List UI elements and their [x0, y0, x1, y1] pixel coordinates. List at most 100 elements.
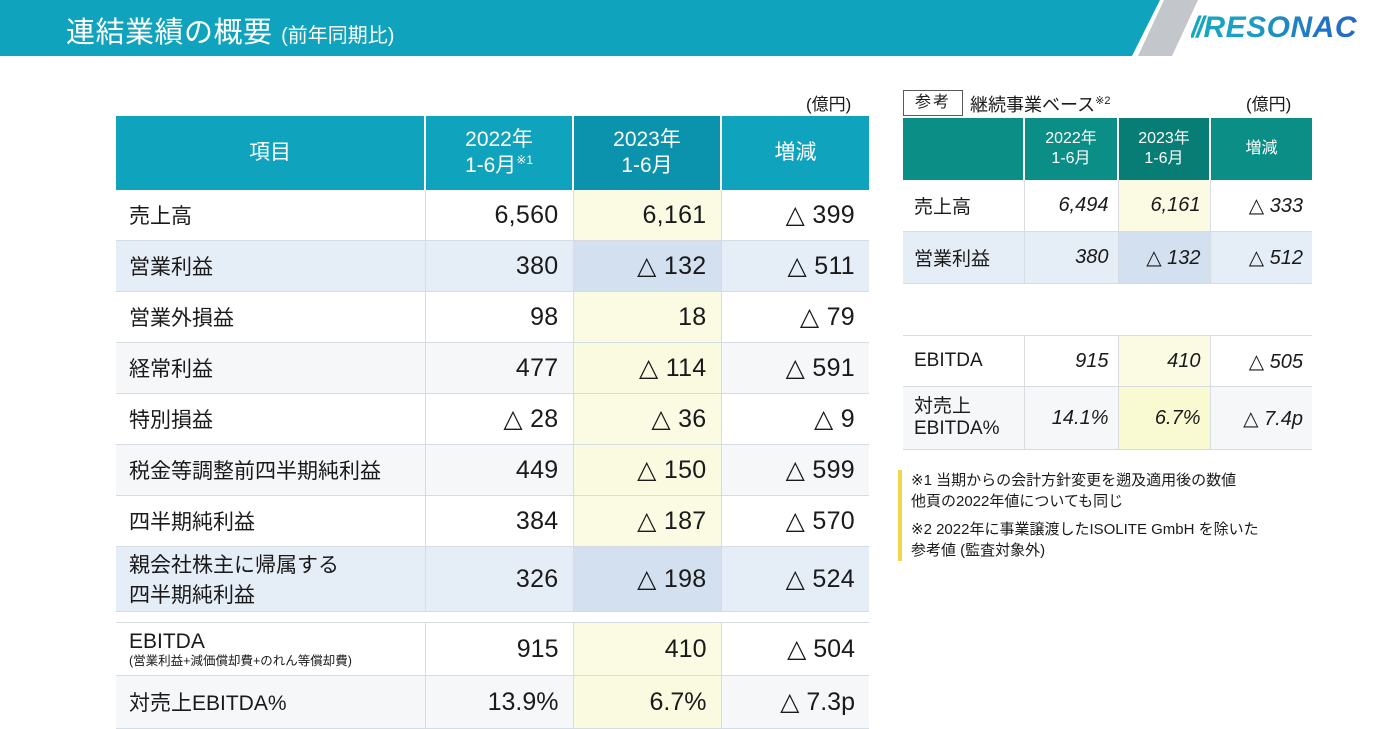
col-header-fy2022: 2022年 1-6月※1 [425, 116, 574, 190]
cell-fy2022: 477 [425, 342, 574, 394]
table-row: 売上高 6,494 6,161 △ 333 [903, 180, 1312, 232]
cell-change: △ 399 [721, 190, 869, 241]
table-row: EBITDA 915 410 △ 505 [903, 335, 1312, 387]
row-label: 対売上EBITDA% [116, 675, 426, 729]
table-row: 対売上EBITDA% 13.9% 6.7% △ 7.3p [116, 675, 869, 729]
row-label: 特別損益 [116, 393, 426, 445]
cell-fy2023: △ 150 [573, 444, 722, 496]
row-label: EBITDA [903, 335, 1025, 387]
row-label: 親会社株主に帰属する 四半期純利益 [116, 546, 426, 612]
col-header-fy2022: 2022年 1-6月 [1024, 118, 1119, 180]
row-label-note: (営業利益+減価償却費+のれん等償却費) [129, 653, 352, 668]
cell-fy2023: △ 132 [1118, 231, 1211, 284]
resonac-logo: //RESONAC [1191, 11, 1357, 45]
cell-change: △ 512 [1210, 231, 1312, 284]
right-table-unit-label: (億円) [1246, 95, 1292, 114]
footnotes: ※1 当期からの会計方針変更を遡及適用後の数値 他頁の2022年値についても同じ … [898, 470, 1351, 562]
reference-panel-footnote-ref: ※2 [1095, 95, 1111, 107]
col-header-fy2023: 2023年 1-6月 [1118, 118, 1211, 180]
cell-fy2023: 6.7% [1118, 386, 1211, 450]
col-header-change: 増減 [721, 116, 869, 190]
row-label: 税金等調整前四半期純利益 [116, 444, 426, 496]
cell-fy2022: 380 [425, 240, 574, 292]
cell-fy2023: 6,161 [573, 190, 722, 241]
col-header-fy2022-footnote-ref: ※1 [516, 153, 534, 167]
cell-change: △ 524 [721, 546, 869, 612]
cell-fy2023: 6,161 [1118, 180, 1211, 232]
ebitda-summary-table: EBITDA (営業利益+減価償却費+のれん等償却費) 915 410 △ 50… [116, 622, 869, 729]
cell-fy2023: 410 [1118, 335, 1211, 387]
cell-fy2023: 6.7% [573, 675, 722, 729]
col-header-change: 増減 [1210, 118, 1312, 180]
table-row: 対売上 EBITDA% 14.1% 6.7% △ 7.4p [903, 386, 1312, 450]
row-label: 営業利益 [903, 231, 1025, 284]
cell-fy2022: 6,494 [1024, 180, 1119, 232]
row-label: 営業外損益 [116, 291, 426, 343]
col-header-fy2023-period: 1-6月 [621, 154, 673, 177]
cell-fy2023: △ 187 [573, 495, 722, 547]
col-header-fy2023-year: 2023年 [1138, 130, 1190, 148]
cell-change: △ 79 [721, 291, 869, 343]
cell-change: △ 511 [721, 240, 869, 292]
col-header-item: 項目 [116, 116, 426, 190]
cell-fy2023: △ 114 [573, 342, 722, 394]
reference-panel-title-text: 継続事業ベース [970, 95, 1096, 115]
row-label: EBITDA (営業利益+減価償却費+のれん等償却費) [116, 622, 426, 676]
cell-fy2023: 18 [573, 291, 722, 343]
continuing-operations-ebitda-table: EBITDA 915 410 △ 505 対売上 EBITDA% 14.1% 6.… [903, 335, 1312, 450]
page-title: 連結業績の概要 (前年同期比) [66, 9, 394, 51]
cell-fy2022: 449 [425, 444, 574, 496]
table-row: 売上高 6,560 6,161 △ 399 [116, 190, 869, 241]
col-header-fy2023: 2023年 1-6月 [573, 116, 722, 190]
consolidated-results-table: 項目 2022年 1-6月※1 2023年 1-6月 増減 売上高 6,560 … [116, 116, 869, 612]
cell-change: △ 7.4p [1210, 386, 1312, 450]
col-header-fy2023-year: 2023年 [613, 128, 681, 152]
cell-fy2023: 410 [573, 622, 722, 676]
table-header-row: 2022年 1-6月 2023年 1-6月 増減 [903, 118, 1312, 180]
cell-fy2022: 915 [1024, 335, 1119, 387]
cell-fy2023: △ 36 [573, 393, 722, 445]
logo-mark-icon: // [1190, 11, 1202, 44]
cell-fy2022: 380 [1024, 231, 1119, 284]
cell-fy2022: 326 [425, 546, 574, 612]
logo-wordmark: RESONAC [1203, 11, 1357, 44]
title-bar [0, 0, 1160, 56]
cell-change: △ 9 [721, 393, 869, 445]
table-row: 営業利益 380 △ 132 △ 511 [116, 240, 869, 292]
cell-fy2022: △ 28 [425, 393, 574, 445]
cell-fy2022: 13.9% [425, 675, 574, 729]
col-header-item [903, 118, 1025, 180]
col-header-fy2022-period: 1-6月 [464, 154, 517, 177]
cell-change: △ 333 [1210, 180, 1312, 232]
table-row: 営業外損益 98 18 △ 79 [116, 291, 869, 343]
cell-change: △ 591 [721, 342, 869, 394]
row-label: 四半期純利益 [116, 495, 426, 547]
row-label-text: EBITDA [129, 629, 205, 653]
cell-fy2022: 14.1% [1024, 386, 1119, 450]
page-title-main: 連結業績の概要 [66, 17, 273, 49]
cell-fy2022: 915 [425, 622, 574, 676]
reference-panel-title: 継続事業ベース※2 [970, 91, 1110, 117]
footnote-item: ※1 当期からの会計方針変更を遡及適用後の数値 他頁の2022年値についても同じ [911, 472, 1237, 511]
cell-change: △ 570 [721, 495, 869, 547]
row-label: 売上高 [903, 180, 1025, 232]
col-header-fy2022-period: 1-6月 [1051, 150, 1091, 167]
reference-badge: 参考 [903, 90, 964, 116]
col-header-fy2023-period: 1-6月 [1144, 150, 1184, 167]
cell-fy2022: 6,560 [425, 190, 574, 241]
cell-fy2023: △ 198 [573, 546, 722, 612]
cell-fy2023: △ 132 [573, 240, 722, 292]
continuing-operations-table: 2022年 1-6月 2023年 1-6月 増減 売上高 6,494 6,161… [903, 118, 1312, 284]
page-title-subtitle: (前年同期比) [281, 25, 395, 47]
footnote-item: ※2 2022年に事業譲渡したISOLITE GmbH を除いた 参考値 (監査対… [911, 520, 1259, 559]
cell-change: △ 505 [1210, 335, 1312, 387]
table-row: EBITDA (営業利益+減価償却費+のれん等償却費) 915 410 △ 50… [116, 622, 869, 676]
cell-fy2022: 384 [425, 495, 574, 547]
row-label: 営業利益 [116, 240, 426, 292]
table-row: 親会社株主に帰属する 四半期純利益 326 △ 198 △ 524 [116, 546, 869, 612]
row-label: 経常利益 [116, 342, 426, 394]
cell-fy2022: 98 [425, 291, 574, 343]
col-header-fy2022-year: 2022年 [1045, 130, 1097, 148]
left-table-unit-label: (億円) [806, 95, 852, 114]
